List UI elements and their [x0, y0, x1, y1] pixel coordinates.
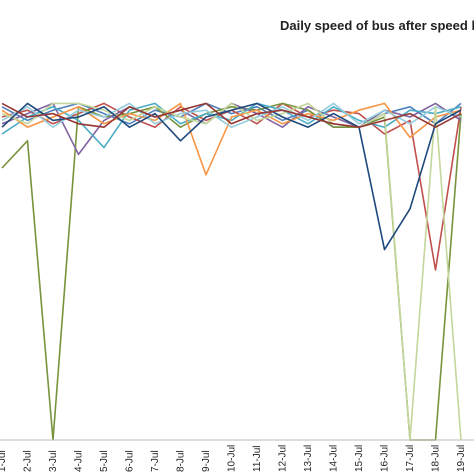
x-tick-label: 7-Jul: [150, 450, 161, 472]
x-tick-label: 9-Jul: [201, 450, 212, 472]
series-line: [1, 102, 462, 128]
series-line: [1, 102, 462, 271]
series-line: [1, 102, 462, 128]
series-line: [1, 102, 462, 441]
chart-title: Daily speed of bus after speed limiter a: [280, 18, 474, 33]
x-tick-label: 11-Jul: [252, 446, 263, 473]
x-tick-label: 13-Jul: [303, 445, 314, 472]
x-tick-label: 15-Jul: [354, 445, 365, 472]
x-axis: 1-Jul 2-Jul 3-Jul 4-Jul 5-Jul 6-Jul 7-Jul 8-Jul…: [0, 439, 474, 473]
series-line: [1, 102, 462, 441]
x-tick-label: 14-Jul: [329, 445, 340, 472]
series-line: [1, 102, 462, 176]
x-tick-label: 16-Jul: [380, 445, 391, 472]
x-tick-label: 5-Jul: [99, 450, 110, 472]
x-tick-label: 19-Jul: [456, 445, 467, 472]
x-tick-label: 2-Jul: [23, 450, 34, 472]
x-tick-label: 18-Jul: [431, 445, 442, 472]
x-tick-label: 12-Jul: [278, 445, 289, 472]
x-tick-label: 4-Jul: [74, 450, 85, 472]
x-tick-label: 3-Jul: [48, 450, 59, 472]
x-tick-label: 17-Jul: [405, 445, 416, 472]
plot-area: [1, 102, 462, 441]
series-line: [1, 102, 462, 149]
x-tick-label: 10-Jul: [227, 445, 238, 472]
series-line: [1, 102, 462, 251]
x-tick-label: 6-Jul: [125, 450, 136, 472]
x-tick-label: 8-Jul: [176, 450, 187, 472]
x-tick-label: 1-Jul: [0, 450, 8, 472]
